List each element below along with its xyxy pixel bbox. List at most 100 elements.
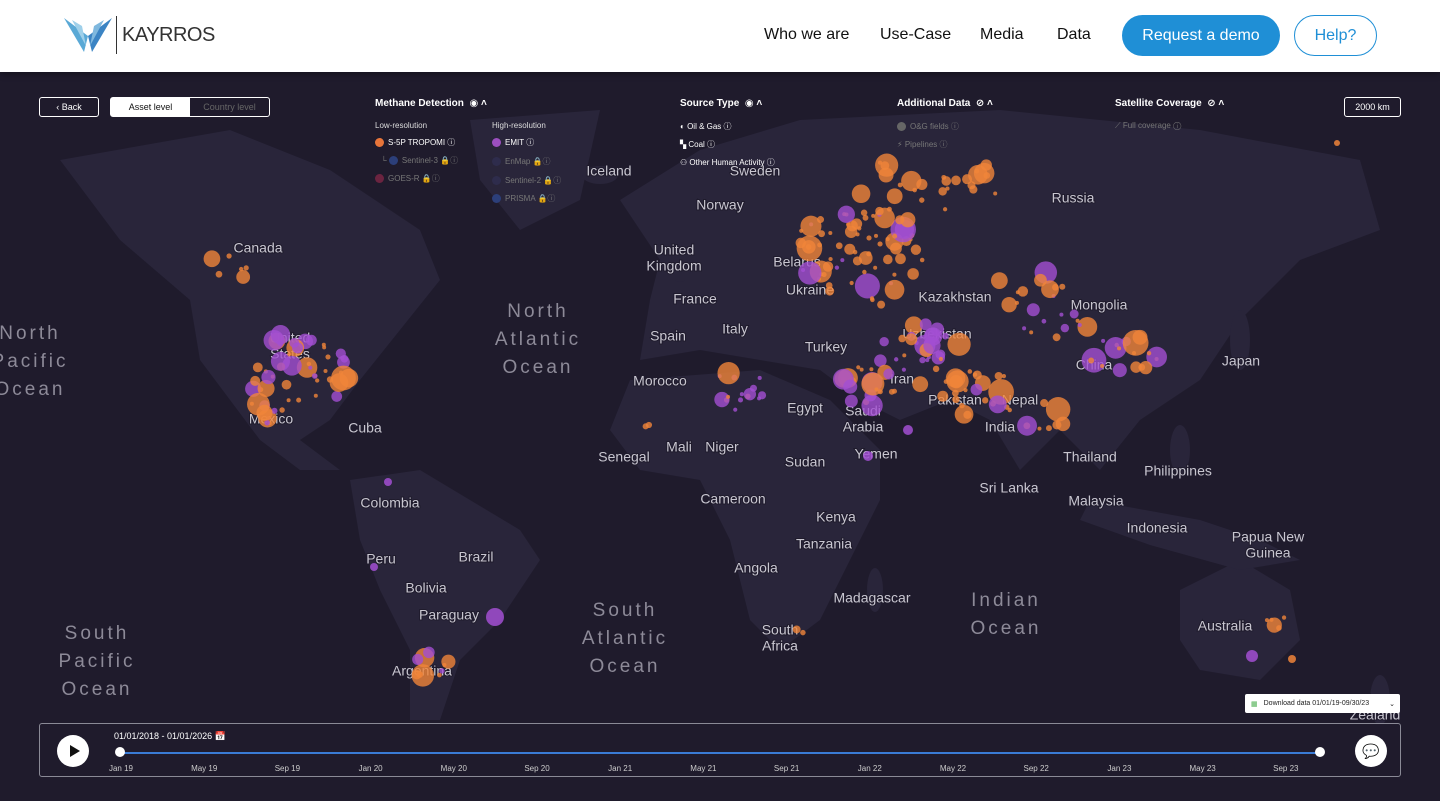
ocean-label: Ocean [62, 679, 133, 700]
emission-site [967, 369, 973, 374]
country-label: France [673, 291, 717, 307]
country-label: Angola [734, 560, 778, 576]
country-label: Kazakhstan [918, 289, 991, 305]
filter-subtitle: Low-resolution [375, 121, 428, 130]
country-label: Thailand [1063, 449, 1117, 465]
emission-site [1104, 337, 1127, 359]
filter-item-text: EnMap [505, 157, 531, 166]
emission-site [982, 397, 989, 404]
country-label: Indonesia [1127, 520, 1188, 536]
help-button[interactable]: Help? [1294, 15, 1377, 56]
emission-site [296, 397, 302, 403]
emission-site [423, 646, 435, 659]
emission-site [877, 241, 883, 247]
emission-site [749, 384, 757, 392]
filter-title-text: Satellite Coverage [1115, 98, 1202, 109]
map: North Pacific Ocean North Atlantic Ocean South… [0, 72, 1440, 801]
filter-title[interactable]: Satellite Coverage ⊘ ˄ [1115, 98, 1225, 109]
emission-site [945, 368, 966, 388]
emission-site [890, 242, 902, 255]
country-label: Australia [1198, 618, 1253, 634]
filter-item[interactable]: GOES-R 🔒ⓘ [375, 173, 440, 184]
emission-site [203, 250, 221, 268]
emission-site [1146, 346, 1167, 368]
timeline-tick-label: Jan 19 [108, 764, 134, 773]
emission-site [849, 280, 854, 286]
filter-item[interactable]: └ Sentinel-3 🔒ⓘ [381, 156, 459, 166]
emission-site [871, 213, 876, 218]
emission-site [264, 419, 270, 426]
ocean-label: Indian [971, 590, 1041, 611]
nav-link[interactable]: Data [1057, 26, 1091, 43]
nav-link[interactable]: Who we are [764, 26, 850, 43]
country-label: Ukraine [786, 282, 834, 298]
range-handle[interactable] [115, 747, 125, 757]
range-handle[interactable] [1315, 747, 1325, 757]
play-button[interactable] [57, 735, 89, 767]
logo-divider [116, 16, 117, 54]
download-button[interactable]: ▦ Download data 01/01/19-09/30/23 ⌄ [1245, 694, 1400, 713]
emission-site [1001, 297, 1017, 313]
emission-site [904, 316, 923, 335]
filter-title[interactable]: Methane Detection ◉ ˄ [375, 98, 487, 109]
country-label: United [654, 242, 694, 258]
nav-link[interactable]: Use-Case [880, 26, 952, 43]
country-label: Sweden [730, 163, 781, 179]
emission-site [863, 451, 873, 461]
emission-site [1069, 309, 1079, 319]
filter-item[interactable]: ⚡ Pipelines ⓘ [897, 140, 948, 149]
emission-site [1288, 655, 1296, 663]
timeline-tick-label: May 20 [440, 764, 467, 773]
filter-title[interactable]: Additional Data ⊘ ˄ [897, 98, 993, 109]
emission-site [879, 337, 889, 347]
emission-site [886, 206, 892, 212]
ocean-label: North [0, 323, 61, 344]
filter-item-text: Other Human Activity [689, 158, 765, 167]
emission-site [901, 170, 922, 192]
ocean-label: Ocean [590, 656, 661, 677]
timeline-tick-label: Sep 20 [524, 764, 550, 773]
date-range-text: 01/01/2018 - 01/01/2026 [114, 731, 213, 741]
filter-item[interactable]: ◐ Oil & Gas ⓘ [680, 122, 732, 131]
level-option[interactable]: Country level [203, 102, 256, 112]
country-label: South [762, 622, 799, 638]
emission-site [1037, 426, 1042, 431]
filter-item[interactable]: EMIT ⓘ [492, 137, 534, 148]
emission-site [835, 242, 843, 250]
filter-title[interactable]: Source Type ◉ ˄ [680, 98, 763, 109]
filter-item[interactable]: ▚ Coal ⓘ [680, 140, 716, 149]
emission-site [1045, 425, 1052, 432]
nav-link[interactable]: Media [980, 26, 1024, 43]
filter-item[interactable]: S-5P TROPOMI ⓘ [375, 137, 455, 148]
filter-item[interactable]: EnMap 🔒ⓘ [492, 156, 551, 167]
country-label: Brazil [458, 549, 493, 565]
date-range[interactable]: 01/01/2018 - 01/01/2026 📅 [114, 731, 226, 741]
filter-item[interactable]: ⚇ Other Human Activity ⓘ [680, 158, 775, 167]
chat-button[interactable]: 💬 [1355, 735, 1387, 767]
emission-site [844, 243, 856, 255]
filter-item[interactable]: Sentinel-2 🔒ⓘ [492, 175, 561, 186]
emission-site [271, 407, 278, 414]
emission-site [321, 342, 326, 347]
emission-site [924, 327, 940, 343]
country-label: Madagascar [833, 590, 910, 606]
country-label: Colombia [360, 495, 419, 511]
emission-site [912, 376, 929, 393]
emission-site [869, 367, 874, 372]
emission-site [894, 357, 899, 362]
country-label: Kenya [816, 509, 856, 525]
emission-site [859, 367, 864, 372]
grid-icon: ▦ [1251, 700, 1258, 708]
filter-item[interactable]: O&G fields ⓘ [897, 121, 959, 132]
emission-site [1045, 397, 1071, 422]
country-label: Spain [650, 328, 686, 344]
demo-button[interactable]: Request a demo [1122, 15, 1280, 56]
country-label: Cameroon [700, 491, 765, 507]
filter-item[interactable]: ⟋ Full coverage ⓘ [1115, 121, 1182, 130]
back-button[interactable]: ‹ Back [39, 97, 99, 117]
emission-site [963, 388, 968, 393]
emission-site [919, 318, 932, 331]
filter-item[interactable]: PRISMA 🔒ⓘ [492, 193, 555, 204]
level-option[interactable]: Asset level [111, 98, 190, 116]
ocean-label: Ocean [971, 618, 1042, 639]
